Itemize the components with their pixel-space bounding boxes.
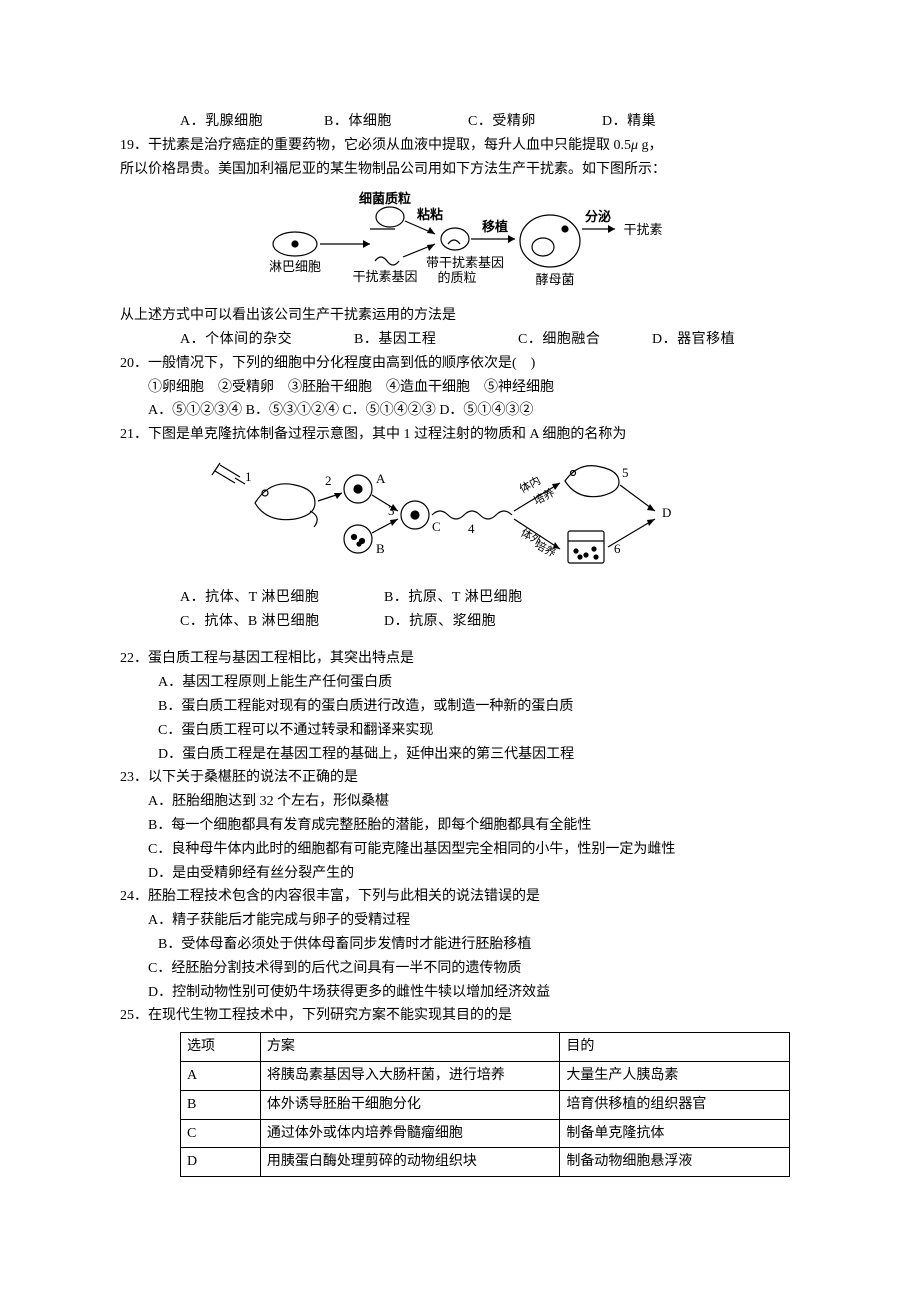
svg-text:粘粘: 粘粘 (416, 207, 443, 222)
q23-choice-b: B．每一个细胞都具有发育成完整胚胎的潜能，即每个细胞都具有全能性 (120, 814, 800, 838)
q19-stem-line1: 19．干扰素是治疗癌症的重要药物，它必须从血液中提取，每升人血中只能提取 0.5… (120, 134, 800, 158)
svg-text:B: B (376, 541, 385, 556)
svg-text:酵母菌: 酵母菌 (535, 272, 574, 287)
table-row: C 通过体外或体内培养骨髓瘤细胞 制备单克隆抗体 (181, 1119, 790, 1148)
table-row: B 体外诱导胚胎干细胞分化 培育供移植的组织器官 (181, 1090, 790, 1119)
svg-text:干扰素基因: 干扰素基因 (352, 269, 417, 284)
q20-choice-d: D．⑤①④③② (439, 403, 533, 418)
svg-text:移植: 移植 (482, 219, 508, 234)
q19-choice-d: D．器官移植 (652, 328, 735, 352)
col-option: 选项 (181, 1033, 261, 1062)
svg-text:4: 4 (468, 521, 475, 536)
q19-choice-b: B．基因工程 (354, 328, 514, 352)
q22-choice-b: B．蛋白质工程能对现有的蛋白质进行改造，或制造一种新的蛋白质 (120, 695, 800, 719)
q19-choices: A．个体间的杂交 B．基因工程 C．细胞融合 D．器官移植 (120, 328, 800, 352)
q19-stem-line2: 所以价格昂贵。美国加利福尼亚的某生物制品公司用如下方法生产干扰素。如下图所示： (120, 158, 800, 182)
q21-choice-c: C．抗体、B 淋巴细胞 (180, 610, 380, 634)
svg-text:分泌: 分泌 (585, 209, 611, 224)
q18-choice-c: C．受精卵 (468, 110, 598, 134)
table-header-row: 选项 方案 目的 (181, 1033, 790, 1062)
q20-choice-b: B．⑤③①②④ (246, 403, 339, 418)
q21-choice-d: D．抗原、浆细胞 (384, 610, 496, 634)
svg-text:细菌质粒: 细菌质粒 (359, 191, 411, 206)
q20-choice-c: C．⑤①④②③ (342, 403, 435, 418)
q24-choice-d: D．控制动物性别可使奶牛场获得更多的雌性牛犊以增加经济效益 (120, 981, 800, 1005)
svg-text:的质粒: 的质粒 (437, 270, 476, 285)
q19-choice-c: C．细胞融合 (518, 328, 648, 352)
svg-text:1: 1 (245, 469, 252, 484)
q18-choice-b: B．体细胞 (324, 110, 464, 134)
q21-choices-row2: C．抗体、B 淋巴细胞 D．抗原、浆细胞 (120, 610, 800, 634)
svg-text:带干扰素基因: 带干扰素基因 (426, 255, 504, 270)
q21-choice-b: B．抗原、T 淋巴细胞 (384, 586, 523, 610)
svg-text:淋巴细胞: 淋巴细胞 (269, 259, 321, 274)
q22-choice-c: C．蛋白质工程可以不通过转录和翻译来实现 (120, 719, 800, 743)
q22-choice-a: A．基因工程原则上能生产任何蛋白质 (120, 671, 800, 695)
q20-stem: 20．一般情况下，下列的细胞中分化程度由高到低的顺序依次是( ) (120, 352, 800, 376)
svg-text:5: 5 (622, 465, 629, 480)
q21-choice-a: A．抗体、T 淋巴细胞 (180, 586, 380, 610)
q19-stem-text1: 19．干扰素是治疗癌症的重要药物，它必须从血液中提取，每升人血中只能提取 0.5 (120, 138, 631, 153)
svg-text:D: D (662, 505, 671, 520)
q24-choice-b: B．受体母畜必须处于供体母畜同步发情时才能进行胚胎移植 (120, 933, 800, 957)
q24-stem: 24．胚胎工程技术包含的内容很丰富，下列与此相关的说法错误的是 (120, 885, 800, 909)
table-row: A 将胰岛素基因导入大肠杆菌，进行培养 大量生产人胰岛素 (181, 1061, 790, 1090)
q19-choice-a: A．个体间的杂交 (180, 328, 350, 352)
q22-stem: 22．蛋白质工程与基因工程相比，其突出特点是 (120, 647, 800, 671)
q19-diagram: 细菌质粒 粘粘 移植 分泌 淋巴细胞 干扰素基因 带干扰素基因 的质粒 酵母菌 … (120, 189, 800, 298)
svg-text:2: 2 (325, 473, 332, 488)
q18-choices: A．乳腺细胞 B．体细胞 C．受精卵 D．精巢 (120, 110, 800, 134)
q23-stem: 23．以下关于桑椹胚的说法不正确的是 (120, 766, 800, 790)
col-goal: 目的 (560, 1033, 790, 1062)
q23-choice-c: C．良种母牛体内此时的细胞都有可能克隆出基因型完全相同的小牛，性别一定为雌性 (120, 838, 800, 862)
col-plan: 方案 (260, 1033, 559, 1062)
q25-stem: 25．在现代生物工程技术中，下列研究方案不能实现其目的的是 (120, 1004, 800, 1028)
q18-choice-d: D．精巢 (602, 110, 656, 134)
table-row: D 用胰蛋白酶处理剪碎的动物组织块 制备动物细胞悬浮液 (181, 1148, 790, 1177)
spacer (120, 633, 800, 647)
q25-table: 选项 方案 目的 A 将胰岛素基因导入大肠杆菌，进行培养 大量生产人胰岛素 B … (180, 1032, 790, 1177)
q18-choice-a: A．乳腺细胞 (180, 110, 320, 134)
q24-choice-c: C．经胚胎分割技术得到的后代之间具有一半不同的遗传物质 (120, 957, 800, 981)
svg-text:培养: 培养 (533, 537, 559, 560)
q21-choices-row1: A．抗体、T 淋巴细胞 B．抗原、T 淋巴细胞 (120, 586, 800, 610)
svg-text:A: A (376, 471, 386, 486)
mu-symbol: μ (631, 138, 638, 153)
svg-text:6: 6 (614, 541, 621, 556)
q23-choice-d: D．是由受精卵经有丝分裂产生的 (120, 862, 800, 886)
q20-choices: A．⑤①②③④ B．⑤③①②④ C．⑤①④②③ D．⑤①④③② (120, 399, 800, 423)
q23-choice-a: A．胚胎细胞达到 32 个左右，形似桑椹 (120, 790, 800, 814)
svg-text:C: C (432, 519, 441, 534)
svg-text:3: 3 (388, 503, 395, 518)
q20-sub: ①卵细胞 ②受精卵 ③胚胎干细胞 ④造血干细胞 ⑤神经细胞 (120, 376, 800, 400)
q24-choice-a: A．精子获能后才能完成与卵子的受精过程 (120, 909, 800, 933)
svg-text:干扰素: 干扰素 (623, 222, 662, 237)
q21-stem: 21．下图是单克隆抗体制备过程示意图，其中 1 过程注射的物质和 A 细胞的名称… (120, 423, 800, 447)
q19-stem-unitb: g， (638, 138, 663, 153)
q19-stem-line3: 从上述方式中可以看出该公司生产干扰素运用的方法是 (120, 304, 800, 328)
q20-choice-a: A．⑤①②③④ (148, 403, 242, 418)
q21-diagram: 1 2 A B 3 C 4 5 6 D 体内 培养 体外 培养 (210, 453, 800, 582)
q22-choice-d: D．蛋白质工程是在基因工程的基础上，延伸出来的第三代基因工程 (120, 743, 800, 767)
